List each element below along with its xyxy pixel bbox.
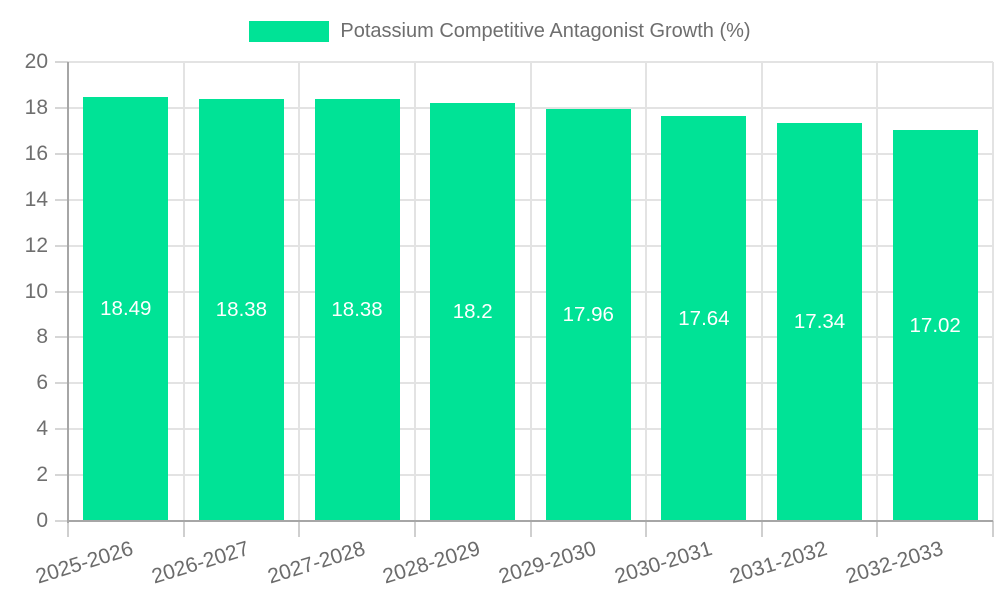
bar: 18.49 xyxy=(83,96,169,521)
x-gridline xyxy=(298,62,301,521)
bar-value-label: 18.2 xyxy=(452,300,493,324)
bar: 17.02 xyxy=(892,130,978,521)
x-axis-category-label: 2025-2026 xyxy=(33,537,137,589)
x-tick xyxy=(298,521,301,537)
x-tick xyxy=(760,521,763,537)
bar-value-label: 17.02 xyxy=(909,313,961,337)
legend-swatch-icon xyxy=(249,20,330,42)
y-axis-tick-label: 4 xyxy=(36,417,48,441)
y-tick xyxy=(55,336,68,339)
x-axis-category-label: 2029-2030 xyxy=(495,537,599,589)
x-gridline xyxy=(182,62,185,521)
y-tick xyxy=(55,290,68,293)
x-tick xyxy=(529,521,532,537)
x-tick xyxy=(992,521,994,537)
bar: 17.64 xyxy=(661,116,747,521)
bar-value-label: 17.96 xyxy=(562,302,614,326)
x-axis-line xyxy=(68,520,993,522)
y-tick xyxy=(55,244,68,247)
y-tick xyxy=(55,152,68,155)
bar-value-label: 18.49 xyxy=(100,296,152,320)
x-gridline xyxy=(529,62,532,521)
legend: Potassium Competitive Antagonist Growth … xyxy=(0,14,1000,48)
bar: 18.2 xyxy=(430,103,516,521)
y-tick xyxy=(55,474,68,477)
y-axis-tick-label: 2 xyxy=(36,463,48,487)
bar-value-label: 18.38 xyxy=(331,298,383,322)
x-axis-category-label: 2031-2032 xyxy=(727,537,830,589)
y-axis-tick-label: 16 xyxy=(24,141,48,165)
y-tick xyxy=(55,198,68,201)
x-gridline xyxy=(760,62,763,521)
x-tick xyxy=(182,521,185,537)
y-axis-tick-label: 18 xyxy=(24,95,48,119)
y-tick xyxy=(55,428,68,431)
bar: 18.38 xyxy=(198,99,284,521)
y-tick xyxy=(55,520,68,522)
y-tick xyxy=(55,382,68,385)
y-axis-line xyxy=(67,62,69,523)
bar: 17.96 xyxy=(545,108,631,521)
bar-value-label: 17.34 xyxy=(793,310,846,334)
y-axis-tick-label: 8 xyxy=(36,325,48,349)
bar: 18.38 xyxy=(314,99,400,521)
bar: 17.34 xyxy=(777,123,863,521)
x-axis-category-label: 2030-2031 xyxy=(611,537,715,589)
x-gridline xyxy=(645,62,648,521)
x-axis-category-label: 2027-2028 xyxy=(264,537,368,589)
x-gridline xyxy=(413,62,416,521)
bar-value-label: 18.38 xyxy=(215,298,268,322)
y-tick xyxy=(55,106,68,109)
x-tick xyxy=(413,521,416,537)
y-axis-tick-label: 14 xyxy=(24,187,48,211)
y-axis-tick-label: 10 xyxy=(24,279,48,303)
x-tick xyxy=(67,521,69,537)
legend-item[interactable]: Potassium Competitive Antagonist Growth … xyxy=(249,19,751,42)
x-axis-category-label: 2026-2027 xyxy=(149,537,252,589)
bar-value-label: 17.64 xyxy=(678,306,730,330)
y-axis-tick-label: 20 xyxy=(24,50,48,73)
x-axis-category-label: 2032-2033 xyxy=(842,537,946,589)
x-axis-category-label: 2028-2029 xyxy=(380,537,484,589)
x-tick xyxy=(645,521,648,537)
x-gridline xyxy=(876,62,879,521)
x-gridline xyxy=(992,62,994,521)
y-axis-tick-label: 12 xyxy=(24,233,48,257)
y-axis-tick-label: 0 xyxy=(36,509,48,532)
x-tick xyxy=(876,521,879,537)
y-tick xyxy=(55,61,68,63)
y-axis-tick-label: 6 xyxy=(36,371,48,395)
legend-label: Potassium Competitive Antagonist Growth … xyxy=(340,19,751,42)
